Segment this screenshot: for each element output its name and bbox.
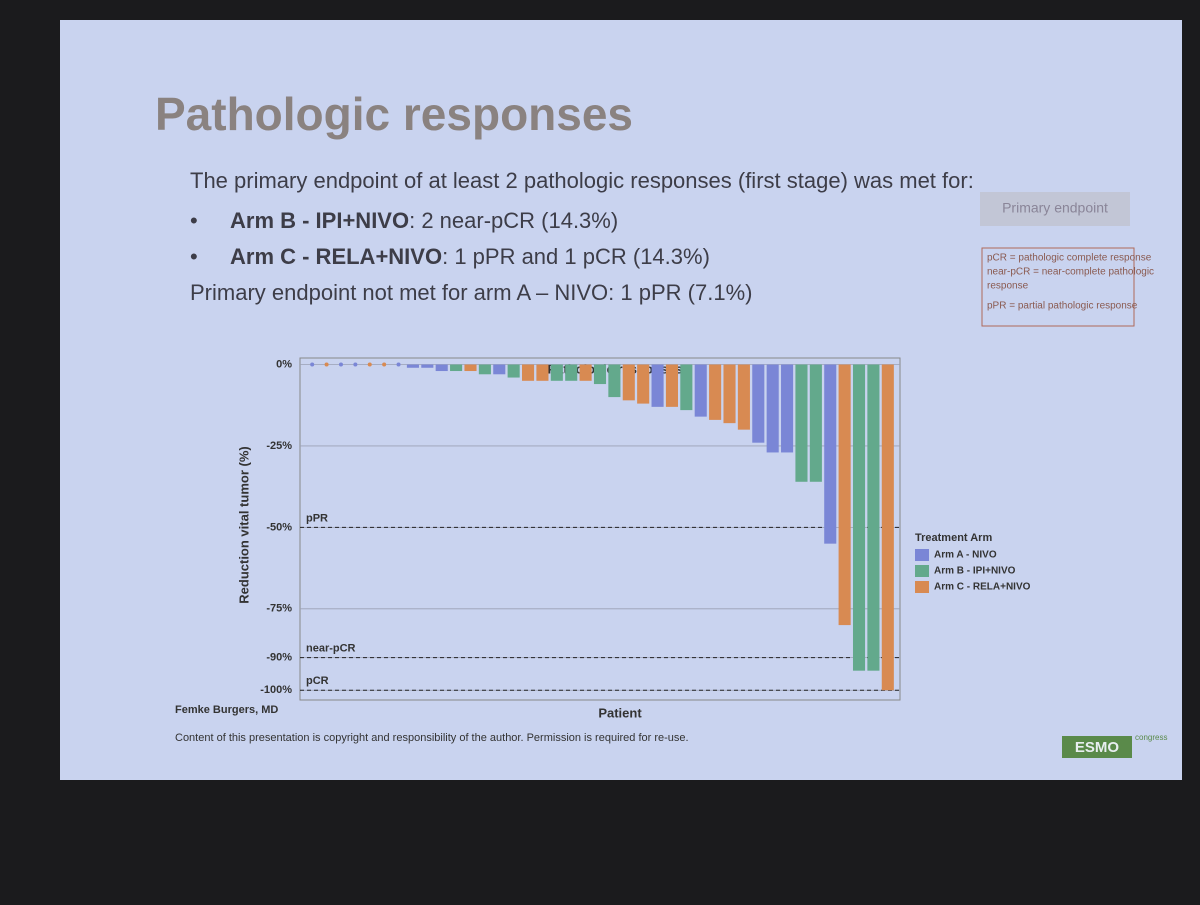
bar <box>795 364 808 482</box>
definition: pPR = partial pathologic response <box>987 301 1138 312</box>
bar <box>665 364 678 407</box>
copyright: Content of this presentation is copyrigh… <box>175 732 689 744</box>
definitions-box <box>981 247 1135 327</box>
bar <box>507 364 520 378</box>
zero-marker <box>338 362 343 367</box>
legend-title: Treatment Arm <box>915 532 992 544</box>
bar <box>680 364 693 411</box>
bullet-arm: Arm C - RELA+NIVO <box>230 244 442 269</box>
bar <box>608 364 621 398</box>
bar <box>838 364 851 626</box>
bar <box>651 364 664 407</box>
bar <box>579 364 592 381</box>
reference-label: pPR <box>306 512 328 524</box>
author: Femke Burgers, MD <box>175 704 278 716</box>
bar <box>867 364 880 671</box>
bar <box>622 364 635 401</box>
bar <box>450 364 463 372</box>
zero-marker <box>382 362 387 367</box>
x-axis-label: Patient <box>598 705 642 720</box>
zero-marker <box>353 362 358 367</box>
definition: near-pCR = near-complete pathologic <box>987 267 1154 278</box>
y-tick-label: -100% <box>260 684 292 696</box>
bar <box>593 364 607 385</box>
y-axis-label: Reduction vital tumor (%) <box>236 446 251 603</box>
legend-swatch <box>915 581 929 593</box>
legend-entry: Arm B - IPI+NIVO <box>934 566 1016 577</box>
badge: Primary endpoint <box>1002 200 1108 216</box>
bar <box>493 364 506 375</box>
bar <box>550 364 563 381</box>
bar <box>694 364 707 417</box>
legend-swatch <box>915 565 929 577</box>
bar <box>536 364 549 381</box>
logo-box <box>1062 736 1132 758</box>
reference-label: near-pCR <box>306 643 356 655</box>
legend-entry: Arm A - NIVO <box>934 550 997 561</box>
legend-swatch <box>915 549 929 561</box>
bar <box>522 364 535 381</box>
bullet-text: : 1 pPR and 1 pCR (14.3%) <box>442 244 710 269</box>
definition: pCR = pathologic complete response <box>987 253 1152 264</box>
bar <box>881 364 894 691</box>
bar <box>435 364 448 372</box>
bar <box>781 364 794 453</box>
plot-frame <box>299 357 901 701</box>
legend-entry: Arm C - RELA+NIVO <box>934 582 1031 593</box>
bullet-arm: Arm B - IPI+NIVO <box>230 208 409 233</box>
zero-marker <box>310 362 315 367</box>
bar <box>809 364 822 482</box>
bar <box>637 364 650 404</box>
bar <box>565 364 578 381</box>
logo: ESMO <box>1075 739 1120 756</box>
badge-box <box>980 192 1130 226</box>
bar <box>421 364 434 368</box>
definition: response <box>987 281 1029 292</box>
bullet-dot: • <box>190 244 204 269</box>
bar <box>766 364 779 453</box>
bar <box>406 364 419 368</box>
y-tick-label: 0% <box>276 358 292 370</box>
bar <box>709 364 722 420</box>
slide-title: Pathologic responses <box>155 88 633 140</box>
bar <box>737 364 750 430</box>
y-tick-label: -25% <box>266 440 292 452</box>
reference-label: pCR <box>306 675 329 687</box>
bullet-dot: • <box>190 208 204 233</box>
bar <box>752 364 765 443</box>
not-met-text: Primary endpoint not met for arm A – NIV… <box>190 280 752 305</box>
bullet: • Arm C - RELA+NIVO: 1 pPR and 1 pCR (14… <box>190 244 710 269</box>
bullet-text: : 2 near-pCR (14.3%) <box>409 208 618 233</box>
bullet: • Arm B - IPI+NIVO: 2 near-pCR (14.3%) <box>190 208 618 233</box>
bar <box>852 364 866 671</box>
bar <box>464 364 477 372</box>
zero-marker <box>367 362 372 367</box>
y-tick-label: -50% <box>266 521 292 533</box>
y-tick-label: -90% <box>266 652 292 664</box>
zero-marker <box>324 362 329 367</box>
slide-background <box>60 20 1182 780</box>
intro-text: The primary endpoint of at least 2 patho… <box>190 168 974 193</box>
bar <box>824 364 837 544</box>
bar <box>478 364 491 375</box>
logo-sub: congress <box>1135 733 1167 742</box>
y-tick-label: -75% <box>266 603 292 615</box>
bar <box>723 364 736 424</box>
zero-marker <box>396 362 401 367</box>
